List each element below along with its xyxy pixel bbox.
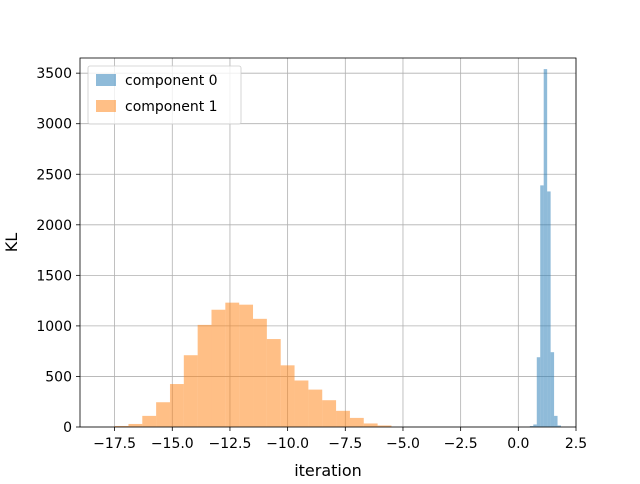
histogram-bar — [540, 185, 544, 427]
x-tick-label: −17.5 — [93, 436, 136, 452]
legend-swatch — [96, 74, 116, 86]
plot-area-frame — [79, 57, 577, 428]
histogram-bar — [543, 69, 548, 427]
x-tick-label: −15.0 — [151, 436, 194, 452]
legend-swatch — [96, 100, 116, 112]
histogram-bar — [377, 425, 392, 427]
histogram-bar — [336, 410, 350, 427]
x-tick-label: −5.0 — [386, 436, 420, 452]
y-tick-label: 2000 — [36, 218, 72, 234]
legend: component 0 component 1 — [87, 65, 242, 125]
x-tick-label: 0.0 — [507, 436, 529, 452]
histogram-bar — [280, 365, 295, 427]
series-1-bars — [114, 302, 392, 427]
grid — [80, 58, 577, 428]
legend-label: component 0 — [125, 73, 218, 89]
y-tick-label: 1500 — [36, 268, 72, 284]
histogram-bar — [547, 191, 551, 427]
histogram-bar — [197, 324, 212, 427]
histogram-bar — [529, 425, 534, 427]
histogram-bar — [363, 423, 378, 427]
legend-box — [87, 65, 242, 125]
y-tick-label: 3500 — [36, 66, 72, 82]
histogram-bar — [322, 400, 337, 427]
histogram-bar — [557, 425, 562, 427]
axis-ticks: −17.5 −15.0 −12.5 −10.0 −7.5 −5.0 −2.5 0.0 2.5 0 5… — [36, 66, 587, 452]
histogram-bar — [169, 384, 184, 427]
histogram-bar — [266, 339, 281, 427]
histogram-bar — [128, 423, 143, 427]
x-tick-label: −7.5 — [328, 436, 362, 452]
histogram-bar — [536, 357, 541, 427]
histogram-bar — [554, 415, 558, 427]
histogram-bar — [239, 304, 254, 427]
histogram-bar — [294, 380, 309, 427]
histogram-bars — [114, 69, 562, 427]
y-axis-label: KL — [2, 233, 21, 252]
x-tick-label: −12.5 — [209, 436, 252, 452]
histogram-bar — [142, 415, 157, 427]
y-tick-label: 1000 — [36, 319, 72, 335]
x-tick-label: −10.0 — [266, 436, 309, 452]
histogram-bar — [550, 352, 555, 427]
x-tick-label: −2.5 — [444, 436, 478, 452]
x-axis-label: iteration — [294, 461, 362, 480]
histogram-bar — [533, 424, 537, 427]
y-tick-label: 2500 — [36, 167, 72, 183]
histogram-bar — [253, 318, 267, 427]
y-tick-label: 3000 — [36, 117, 72, 133]
y-tick-label: 500 — [45, 369, 72, 385]
legend-label: component 1 — [125, 99, 218, 115]
y-tick-label: 0 — [63, 420, 72, 436]
histogram-bar — [225, 302, 240, 427]
series-0-bars — [529, 69, 562, 427]
histogram-bar — [308, 389, 323, 427]
histogram-bar — [114, 425, 129, 427]
histogram-bar — [156, 402, 170, 427]
x-tick-label: 2.5 — [565, 436, 587, 452]
histogram-bar — [349, 417, 364, 427]
histogram-bar — [211, 309, 226, 427]
histogram-bar — [183, 355, 198, 427]
